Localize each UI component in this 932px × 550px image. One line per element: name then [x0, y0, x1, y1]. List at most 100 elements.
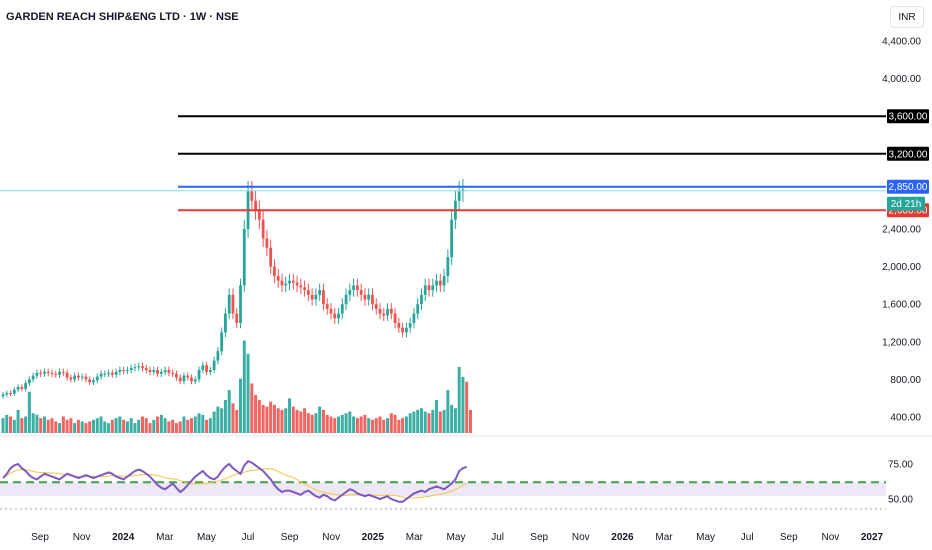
price-tick-label: 400.00: [890, 413, 921, 424]
candle-body: [99, 373, 103, 377]
volume-bar: [16, 409, 20, 433]
candle-body: [242, 229, 246, 286]
volume-bar: [171, 419, 175, 433]
volume-bar: [257, 400, 261, 433]
volume-bar: [163, 418, 167, 433]
candle-body: [325, 304, 329, 309]
candle-body: [416, 304, 420, 314]
volume-bar: [382, 419, 386, 433]
candle-body: [208, 370, 212, 372]
volume-bar: [321, 409, 325, 433]
candle-body: [12, 389, 16, 394]
volume-bar: [186, 419, 190, 433]
volume-bar: [42, 416, 46, 433]
volume-bar: [182, 416, 186, 433]
volume-bar: [416, 409, 420, 433]
candle-body: [254, 200, 257, 211]
time-tick-label: Nov: [322, 532, 340, 543]
candle-body: [197, 370, 201, 380]
volume-bar: [419, 408, 423, 433]
candle-body: [35, 372, 39, 376]
candle-body: [65, 372, 69, 378]
volume-bar: [133, 423, 137, 433]
volume-bar: [84, 423, 88, 433]
volume-bar: [76, 419, 80, 433]
candle-body: [306, 290, 310, 295]
candle-body: [431, 285, 435, 291]
volume-bar: [450, 404, 454, 433]
rsi-axis: 75.00 50.00: [888, 460, 913, 506]
price-tick-label: 1,600.00: [882, 300, 921, 311]
volume-bar: [329, 416, 333, 433]
candle-body: [80, 376, 84, 378]
candle-body: [39, 372, 43, 374]
candle-body: [92, 380, 95, 383]
price-tag-label: 2,600.00: [889, 206, 928, 217]
volume-bar: [58, 423, 62, 433]
volume-bar: [205, 419, 209, 433]
volume-bar: [355, 418, 359, 433]
volume-bar: [20, 418, 24, 433]
volume-bar: [239, 378, 243, 433]
rsi-tick-label: 50.00: [888, 495, 913, 506]
volume-bar: [378, 416, 382, 433]
volume-bar: [442, 409, 446, 433]
candle-body: [303, 287, 306, 291]
candle-body: [182, 375, 186, 382]
candle-body: [46, 371, 50, 373]
candle-body: [133, 367, 137, 369]
candle-body: [148, 370, 152, 372]
candle-body: [103, 373, 107, 375]
candle-body: [129, 368, 133, 370]
candle-body: [205, 365, 208, 372]
volume-bar: [208, 418, 212, 433]
price-tag: [887, 146, 929, 161]
price-tick-label: 1,200.00: [882, 337, 921, 348]
candle-body: [295, 282, 299, 286]
candle-body: [284, 283, 288, 286]
volume-bar: [110, 419, 114, 433]
volume-bar: [344, 413, 348, 433]
volume-bar: [359, 416, 363, 433]
candle-body: [118, 370, 122, 372]
time-tick-label: Mar: [406, 532, 424, 543]
time-tick-label: May: [197, 532, 216, 543]
time-tick-label: Sep: [780, 532, 798, 543]
rsi-tick-label: 75.00: [888, 460, 913, 471]
volume-bar: [423, 411, 427, 433]
candle-body: [359, 290, 363, 295]
volume-bar: [5, 414, 9, 433]
candle-body: [438, 280, 442, 286]
volume-bar: [295, 409, 299, 433]
candle-body: [423, 285, 427, 295]
volume-bar: [39, 418, 43, 433]
volume-bar: [389, 413, 393, 433]
candle-body: [216, 351, 220, 361]
candle-body: [291, 280, 295, 283]
time-tick-label: May: [447, 532, 466, 543]
candle-body: [107, 372, 110, 374]
volume-bar: [220, 408, 224, 433]
time-axis: Sep Nov 2024 Mar May Jul Sep Nov 2025 Mar May Jul Se…: [31, 532, 883, 543]
candle-body: [110, 372, 114, 375]
candle-body: [9, 393, 12, 395]
price-tag: [887, 109, 929, 124]
volume-bar: [129, 418, 133, 433]
rsi-pane: [0, 460, 886, 510]
volume-bar: [174, 423, 178, 433]
candle-body: [401, 327, 405, 333]
volume-bar: [88, 421, 92, 433]
time-tick-label: Nov: [822, 532, 840, 543]
price-tag-label: 3,600.00: [889, 112, 928, 123]
rsi-line: [2, 460, 468, 503]
candle-body: [58, 371, 61, 375]
currency-button[interactable]: INR: [890, 6, 924, 28]
candle-body: [442, 276, 446, 286]
candle-body: [73, 375, 77, 380]
candle-body: [231, 294, 235, 314]
price-tick-label: 800.00: [890, 375, 921, 386]
candle-body: [269, 247, 273, 267]
candle-body: [257, 210, 261, 220]
volume-bar: [333, 418, 337, 433]
